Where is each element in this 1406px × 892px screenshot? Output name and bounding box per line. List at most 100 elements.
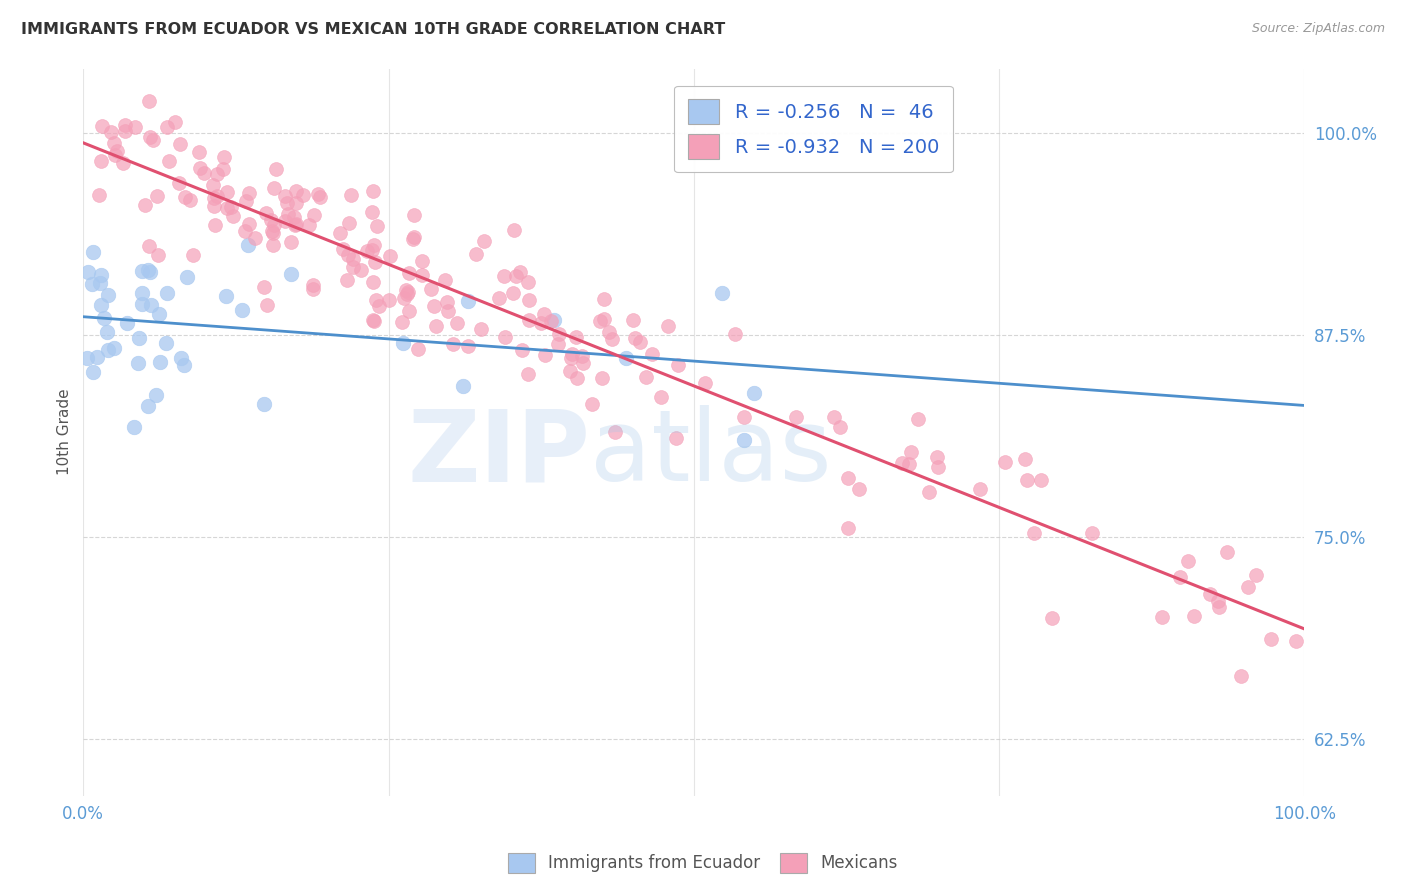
Point xyxy=(897,457,920,471)
Point xyxy=(284,184,307,198)
Point xyxy=(262,224,284,238)
Point xyxy=(603,425,626,440)
Point xyxy=(96,325,118,339)
Point xyxy=(174,189,197,203)
Point xyxy=(488,291,510,305)
Point xyxy=(925,450,948,464)
Point xyxy=(502,223,524,237)
Point xyxy=(134,198,156,212)
Point xyxy=(446,316,468,330)
Point xyxy=(103,136,125,150)
Point xyxy=(169,137,191,152)
Point xyxy=(82,245,104,260)
Point xyxy=(188,161,211,176)
Point xyxy=(533,307,555,321)
Point xyxy=(342,252,364,267)
Point xyxy=(592,311,614,326)
Point xyxy=(302,278,325,293)
Point xyxy=(1236,580,1258,594)
Point xyxy=(90,268,112,282)
Point xyxy=(366,219,388,233)
Point xyxy=(472,234,495,248)
Point xyxy=(89,276,111,290)
Point xyxy=(90,119,112,133)
Point xyxy=(547,336,569,351)
Point xyxy=(104,148,127,162)
Point xyxy=(356,244,378,258)
Point xyxy=(367,300,389,314)
Point xyxy=(785,410,807,425)
Point xyxy=(848,483,870,497)
Point xyxy=(505,269,527,284)
Point xyxy=(262,226,284,240)
Point xyxy=(361,276,384,290)
Point xyxy=(411,268,433,283)
Point xyxy=(361,184,384,198)
Point xyxy=(543,313,565,327)
Point xyxy=(181,248,204,262)
Point xyxy=(360,243,382,257)
Point xyxy=(233,224,256,238)
Point xyxy=(212,162,235,177)
Point xyxy=(238,186,260,200)
Point xyxy=(392,335,415,350)
Point xyxy=(82,365,104,379)
Point xyxy=(423,299,446,313)
Point xyxy=(571,349,593,363)
Point xyxy=(202,199,225,213)
Point xyxy=(145,388,167,402)
Point xyxy=(207,168,229,182)
Point xyxy=(105,145,128,159)
Text: Source: ZipAtlas.com: Source: ZipAtlas.com xyxy=(1251,22,1385,36)
Point xyxy=(142,133,165,147)
Point xyxy=(433,273,456,287)
Point xyxy=(512,343,534,358)
Point xyxy=(176,270,198,285)
Point xyxy=(392,291,415,305)
Point xyxy=(823,410,845,425)
Point xyxy=(1182,609,1205,624)
Point xyxy=(441,337,464,351)
Point xyxy=(1260,632,1282,646)
Point xyxy=(420,282,443,296)
Point xyxy=(969,482,991,496)
Point xyxy=(589,314,612,328)
Point xyxy=(136,399,159,413)
Point xyxy=(1206,593,1229,607)
Point xyxy=(710,285,733,300)
Point xyxy=(398,266,420,280)
Point xyxy=(103,341,125,355)
Point xyxy=(114,118,136,132)
Point xyxy=(131,264,153,278)
Point xyxy=(93,311,115,326)
Point xyxy=(391,315,413,329)
Y-axis label: 10th Grade: 10th Grade xyxy=(58,389,72,475)
Point xyxy=(666,358,689,372)
Point xyxy=(350,262,373,277)
Point xyxy=(329,226,352,240)
Point xyxy=(219,200,242,214)
Point xyxy=(1029,474,1052,488)
Point xyxy=(641,347,664,361)
Point xyxy=(927,459,949,474)
Point xyxy=(994,454,1017,468)
Point xyxy=(283,210,305,224)
Point xyxy=(1081,526,1104,541)
Point xyxy=(131,286,153,301)
Point xyxy=(231,303,253,318)
Point xyxy=(600,332,623,346)
Point xyxy=(1040,611,1063,625)
Point xyxy=(215,288,238,302)
Point xyxy=(285,217,308,231)
Point xyxy=(890,456,912,470)
Point xyxy=(146,247,169,261)
Point xyxy=(1024,525,1046,540)
Point xyxy=(127,356,149,370)
Point xyxy=(918,485,941,500)
Point xyxy=(284,195,307,210)
Point xyxy=(139,298,162,312)
Point xyxy=(396,285,419,300)
Point xyxy=(90,153,112,168)
Legend: R = -0.256   N =  46, R = -0.932   N = 200: R = -0.256 N = 46, R = -0.932 N = 200 xyxy=(675,86,953,172)
Point xyxy=(263,218,285,232)
